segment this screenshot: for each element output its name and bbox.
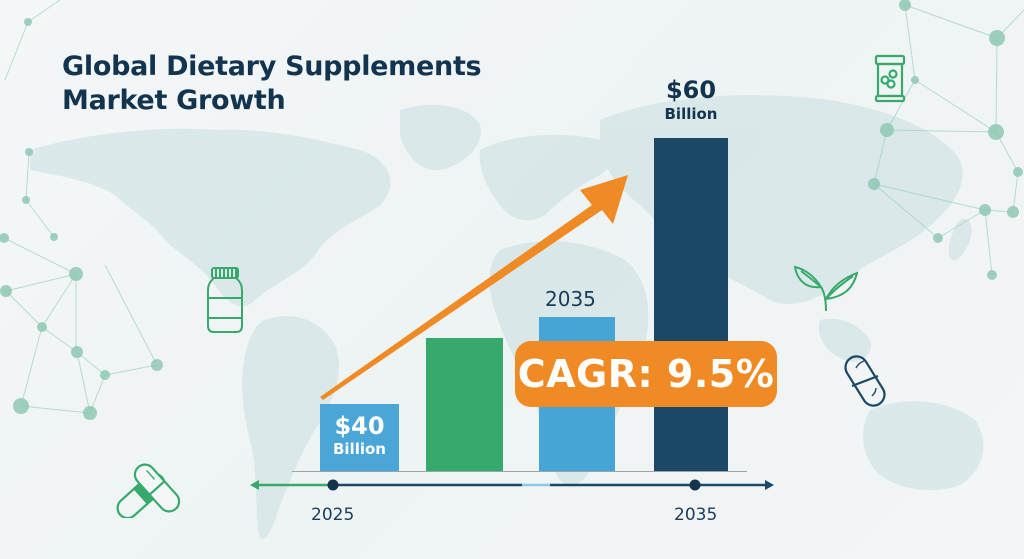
bar-2	[426, 338, 503, 471]
chart-baseline	[292, 471, 747, 472]
bar-2035	[654, 138, 728, 471]
bar-2035-value: $60	[665, 76, 717, 104]
two-capsules-icon	[116, 463, 181, 518]
bar-2035-unit: Billion	[664, 105, 718, 123]
bar-2025: $40 Billion	[320, 404, 399, 471]
title-line-2: Market Growth	[62, 85, 286, 116]
pill-bottle-icon	[874, 54, 906, 103]
bar-2035-value-label: $60 Billion	[636, 76, 746, 124]
timeline-end-label: 2035	[674, 505, 718, 525]
bar-2025-unit: Billion	[333, 440, 386, 458]
bar-3-top-label: 2035	[545, 287, 596, 311]
capsule-icon	[844, 355, 886, 407]
cagr-badge: CAGR: 9.5%	[515, 341, 777, 407]
timeline-start-label: 2025	[311, 505, 355, 525]
timeline-axis	[250, 479, 774, 491]
bar-2025-value-label: $40 Billion	[320, 412, 399, 458]
bar-2025-value: $40	[334, 412, 385, 440]
chart-title: Global Dietary Supplements Market Growth	[62, 50, 482, 118]
vitamin-jar-icon	[207, 267, 243, 333]
title-line-1: Global Dietary Supplements	[62, 51, 482, 82]
leaf-sprout-icon	[793, 265, 859, 312]
